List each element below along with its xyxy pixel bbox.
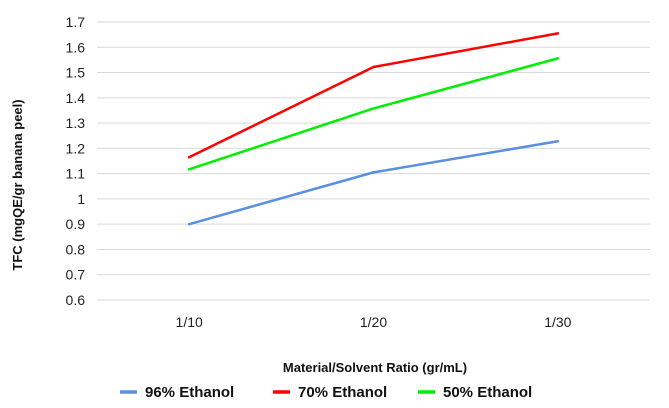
legend-label: 50% Ethanol [443, 384, 532, 401]
data-point [372, 171, 375, 174]
data-point [556, 57, 560, 60]
legend-label: 70% Ethanol [298, 384, 387, 401]
data-point [372, 65, 375, 69]
y-tick-label: 0.7 [66, 267, 86, 283]
data-point [187, 156, 191, 159]
series-line-2 [187, 57, 560, 171]
x-axis-ticks: 1/10 1/20 1/30 [176, 314, 572, 330]
series-lines [187, 32, 560, 226]
y-tick-label: 0.8 [66, 241, 86, 257]
data-point [187, 222, 191, 226]
data-point [187, 168, 191, 171]
y-tick-label: 1.2 [66, 140, 86, 156]
legend: 96% Ethanol 70% Ethanol 50% Ethanol [120, 384, 532, 401]
y-tick-label: 1.1 [66, 166, 86, 182]
x-tick-label: 1/20 [360, 314, 387, 330]
x-tick-label: 1/10 [176, 314, 203, 330]
y-tick-label: 1.4 [66, 90, 86, 106]
y-tick-label: 0.9 [66, 216, 86, 232]
y-tick-label: 1.3 [66, 115, 86, 131]
y-tick-label: 1.6 [66, 39, 86, 55]
series-line-0 [187, 140, 560, 226]
y-axis-title: TFC (mgQE/gr banana peel) [10, 99, 25, 270]
data-point [372, 107, 375, 110]
y-tick-label: 1 [77, 191, 85, 207]
data-point [556, 140, 560, 143]
data-point [556, 32, 560, 35]
y-axis-ticks: 0.6 0.7 0.8 0.9 1 1.1 1.2 1.3 1.4 1.5 1.6 1.7 [66, 14, 86, 308]
series-line-1 [187, 32, 560, 159]
gridlines [97, 21, 650, 301]
x-tick-label: 1/30 [544, 314, 571, 330]
y-tick-label: 0.6 [66, 292, 86, 308]
y-tick-label: 1.5 [66, 65, 86, 81]
y-tick-label: 1.7 [66, 14, 86, 30]
legend-label: 96% Ethanol [145, 384, 234, 401]
x-axis-title: Material/Solvent Ratio (gr/mL) [283, 360, 467, 375]
